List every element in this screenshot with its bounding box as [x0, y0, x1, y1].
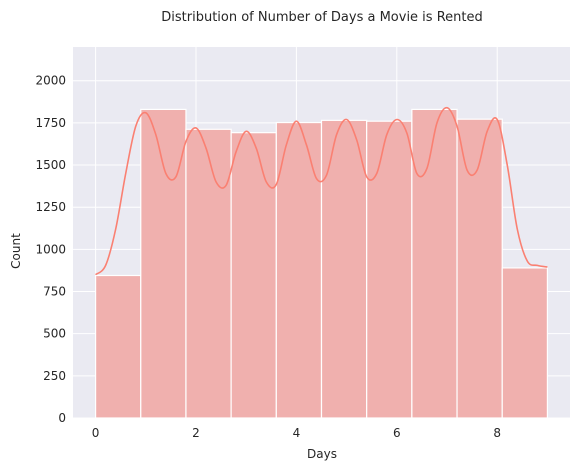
y-tick-label: 250 [43, 369, 66, 383]
x-tick-labels: 0 2 4 6 8 [92, 426, 501, 440]
histogram-bars [94, 108, 549, 419]
x-tick-label: 0 [92, 426, 100, 440]
y-tick-label: 0 [58, 411, 66, 425]
y-tick-label: 1250 [35, 200, 66, 214]
histogram-bar [185, 128, 232, 419]
chart-title: Distribution of Number of Days a Movie i… [161, 10, 482, 25]
y-tick-labels: 0 250 500 750 1000 1250 1500 1750 2000 [35, 74, 66, 425]
histogram-bar [230, 132, 277, 419]
histogram-bar [501, 267, 549, 419]
x-tick-label: 4 [293, 426, 301, 440]
y-axis-label: Count [9, 233, 23, 269]
histogram-bar [411, 108, 458, 419]
histogram-bar [320, 119, 368, 419]
y-tick-label: 1000 [35, 242, 66, 256]
x-tick-label: 2 [192, 426, 200, 440]
x-axis-label: Days [307, 447, 337, 461]
histogram-bar [366, 120, 413, 419]
y-tick-label: 2000 [35, 74, 66, 88]
histogram-bar [456, 118, 503, 419]
kde-curve [95, 106, 548, 276]
y-tick-label: 1750 [35, 116, 66, 130]
y-tick-label: 1500 [35, 158, 66, 172]
x-tick-label: 6 [393, 426, 401, 440]
histogram-bar [94, 274, 142, 419]
x-tick-label: 8 [493, 426, 501, 440]
histogram-bar [275, 121, 323, 419]
histogram-bar [140, 108, 187, 419]
y-tick-label: 750 [43, 285, 66, 299]
y-tick-label: 500 [43, 327, 66, 341]
